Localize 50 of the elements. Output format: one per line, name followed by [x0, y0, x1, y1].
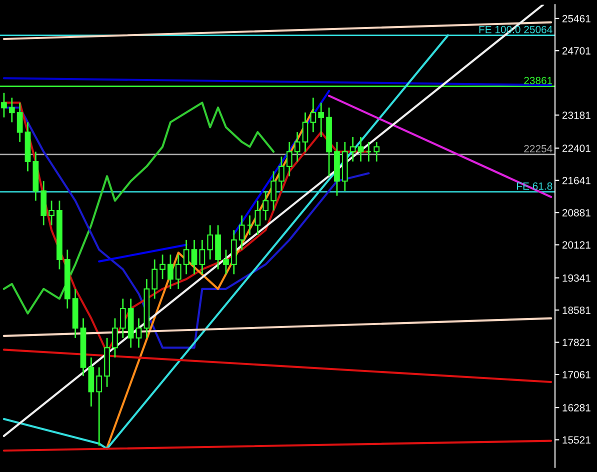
- candlestick: [350, 136, 356, 162]
- candlestick: [310, 97, 316, 133]
- y-tick-label: 17061: [562, 370, 590, 378]
- candlestick: [262, 190, 269, 221]
- candlestick: [318, 102, 324, 138]
- y-tick-label: 25461: [562, 14, 590, 22]
- candlestick: [168, 254, 174, 290]
- ref-line-label: 22254: [524, 144, 552, 152]
- candlestick: [270, 170, 276, 212]
- candlestick: [294, 131, 300, 162]
- y-tick-label: 18581: [562, 306, 590, 314]
- candlestick: [246, 214, 253, 236]
- candlestick: [96, 366, 102, 446]
- candlestick: [207, 224, 214, 260]
- candlestick: [8, 97, 15, 123]
- y-tick-label: 24701: [562, 47, 590, 55]
- y-tick-label: 15521: [562, 436, 590, 444]
- line-series: [2, 102, 275, 314]
- y-tick-label: 17821: [562, 338, 590, 346]
- candlestick: [48, 200, 54, 226]
- candlestick: [366, 141, 372, 162]
- candlestick: [160, 254, 166, 280]
- y-tick-label: 20121: [562, 241, 590, 249]
- candlestick: [112, 318, 118, 358]
- candlestick: [199, 239, 206, 275]
- candlestick: [183, 239, 190, 275]
- candlestick: [1, 92, 7, 118]
- candlestick: [136, 318, 142, 348]
- y-tick-label: 21641: [562, 176, 590, 184]
- candlestick: [358, 136, 364, 162]
- y-tick-label: 20881: [562, 209, 590, 216]
- candlestick: [152, 258, 158, 300]
- candlestick: [254, 200, 261, 236]
- ref-line-label: FE 61.8: [517, 182, 552, 190]
- candlestick: [278, 156, 284, 192]
- candlestick: [223, 249, 229, 275]
- y-tick-label: 22401: [562, 144, 590, 152]
- ref-line-label: 23861: [524, 76, 552, 84]
- y-tick-label: 16281: [562, 404, 590, 412]
- candlestick: [120, 298, 126, 339]
- candlestick: [191, 239, 198, 275]
- candlestick: [175, 254, 182, 290]
- candlestick: [238, 214, 245, 250]
- candlestick: [16, 102, 23, 143]
- candlestick: [302, 112, 308, 152]
- candlestick: [374, 141, 380, 162]
- line-series: [106, 108, 314, 449]
- candlestick: [286, 141, 292, 177]
- y-tick-label: 23181: [562, 112, 590, 119]
- y-tick-label: 19341: [562, 274, 590, 282]
